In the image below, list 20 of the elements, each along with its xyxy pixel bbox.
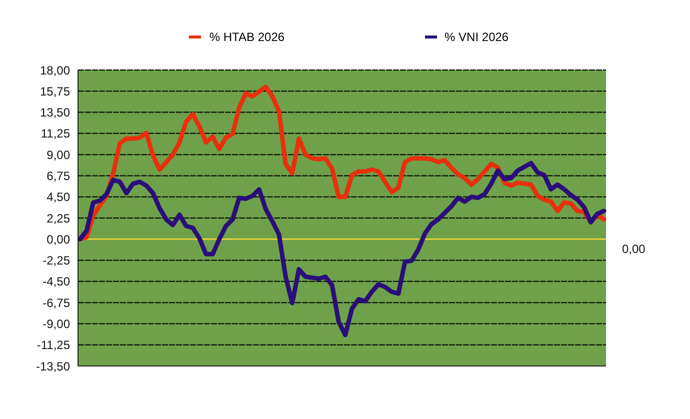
y-tick-label: -11,25: [36, 338, 70, 352]
text: 0,00: [622, 242, 646, 256]
y-tick-label: 2,25: [46, 211, 70, 226]
y-tick-label: -9,00: [42, 316, 70, 331]
line-series: [78, 160, 606, 338]
y-tick-label: 6,75: [46, 168, 70, 183]
y-tick-label: 0,00: [46, 232, 70, 246]
y-tick-label: 4,50: [46, 190, 70, 204]
y-tick-label: -2,25: [42, 254, 70, 268]
line-series: [78, 84, 606, 242]
y-tick-label: 9,00: [46, 148, 70, 162]
y-tick-label: 13,50: [40, 106, 70, 120]
y-tick-label: 15,75: [40, 84, 70, 98]
y-tick-label: -4,50: [42, 274, 70, 289]
y-tick-label: 11,25: [40, 126, 70, 141]
y-tick-label: -13,50: [36, 359, 70, 374]
y-tick-label: 18,00: [40, 63, 70, 78]
legend-label: % VNI 2026: [444, 30, 509, 44]
legend-label: % HTAB 2026: [209, 30, 285, 44]
y-tick-label: -6,75: [42, 296, 70, 310]
